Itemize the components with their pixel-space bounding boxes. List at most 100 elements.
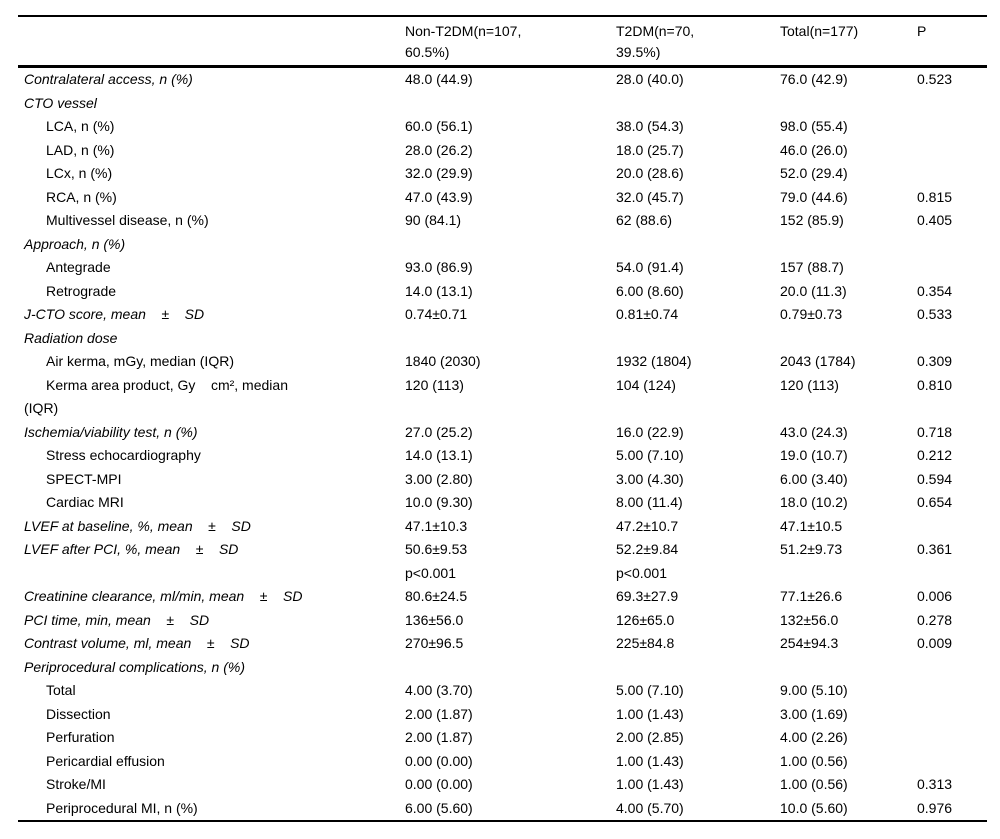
table-row: p<0.001 p<0.001 [18,562,987,586]
cell-t2dm: 54.0 (91.4) [616,259,684,275]
cell-total: 76.0 (42.9) [780,71,848,87]
table-row: Ischemia/viability test, n (%) 27.0 (25.2… [18,421,987,445]
cell-non_t2dm [405,233,616,257]
column-header-p-value: P [917,16,987,68]
cell-p: 0.654 [917,494,953,510]
cell-p: 0.309 [917,353,953,369]
cell-total: 254±94.3 [780,635,839,651]
cell-t2dm: 5.00 (7.10) [616,682,684,698]
cell-t2dm: 20.0 (28.6) [616,165,684,181]
row-label: Retrograde [46,282,117,299]
cell-total: 98.0 (55.4) [780,118,848,134]
cell-non_t2dm: 28.0 (26.2) [405,141,473,158]
table-row: Perfuration 2.00 (1.87) 2.00 (2.85) 4.00 (2… [18,726,987,750]
row-label: PCI time, min, mean ± SD [24,611,210,628]
cell-non_t2dm [405,327,616,351]
cell-p [917,562,987,586]
cell-t2dm: 6.00 (8.60) [616,282,684,299]
cell-p [917,703,987,727]
clinical-table-container: Non-T2DM(n=107, 60.5%) T2DM(n=70, 39.5%)… [18,15,987,822]
cell-total [780,656,917,680]
cell-p: 0.594 [917,470,953,487]
row-label: Kerma area product, Gy cm², median (IQR) [24,376,288,417]
cell-p: 0.815 [917,188,953,205]
row-label: LCA, n (%) [46,118,115,134]
cell-p: 0.006 [917,588,953,604]
cell-total: 10.0 (5.60) [780,799,848,816]
row-label: Air kerma, mGy, median (IQR) [46,353,234,369]
cell-total: 120 (113) [780,376,839,393]
cell-p: 0.361 [917,541,953,557]
column-header-t2dm: T2DM(n=70, 39.5%) [616,16,780,68]
cell-p: 0.718 [917,423,953,440]
cell-p: 0.523 [917,71,953,87]
row-label: CTO vessel [24,94,97,111]
cell-t2dm: 47.2±10.7 [616,517,679,534]
table-row: LAD, n (%) 28.0 (26.2) 18.0 (25.7) 46.0 (26… [18,139,987,163]
cell-total: 132±56.0 [780,611,839,628]
cell-t2dm: 16.0 (22.9) [616,423,684,440]
row-label: Pericardial effusion [46,752,165,769]
table-row: PCI time, min, mean ± SD 136±56.0 126±65.0… [18,609,987,633]
table-row: Antegrade 93.0 (86.9) 54.0 (91.4) 157 (88.7… [18,256,987,280]
column-header-total: Total(n=177) [780,16,917,68]
row-label: LAD, n (%) [46,141,115,158]
cell-non_t2dm: 48.0 (44.9) [405,71,473,87]
cell-t2dm: 1.00 (1.43) [616,752,684,769]
row-label: Cardiac MRI [46,494,124,510]
table-row: J-CTO score, mean ± SD 0.74±0.71 0.81±0.74… [18,303,987,327]
cell-p: 0.405 [917,212,953,228]
cell-total: 43.0 (24.3) [780,423,848,440]
cell-total: 3.00 (1.69) [780,705,848,722]
cell-total: 0.79±0.73 [780,306,843,322]
table-row: Multivessel disease, n (%) 90 (84.1) 62 (8… [18,209,987,233]
row-label: LVEF after PCI, %, mean ± SD [24,541,239,557]
row-label: Total [46,682,76,698]
cell-p [917,679,987,703]
cell-total: 79.0 (44.6) [780,188,848,205]
table-row: Stress echocardiography 14.0 (13.1) 5.00 (… [18,444,987,468]
cell-total: 51.2±9.73 [780,541,843,557]
table-row: Retrograde 14.0 (13.1) 6.00 (8.60) 20.0 (11… [18,280,987,304]
cell-total [780,92,917,116]
cell-non_t2dm: 0.00 (0.00) [405,752,473,769]
cell-total: 18.0 (10.2) [780,494,848,510]
cell-p: 0.009 [917,635,953,651]
row-label: Perfuration [46,729,115,745]
table-row: LCx, n (%) 32.0 (29.9) 20.0 (28.6) 52.0 (29… [18,162,987,186]
cell-non_t2dm [405,92,616,116]
cell-non_t2dm: 10.0 (9.30) [405,494,473,510]
row-label: LVEF at baseline, %, mean ± SD [24,517,251,534]
table-row: Air kerma, mGy, median (IQR) 1840 (2030) 1… [18,350,987,374]
cell-t2dm: 126±65.0 [616,611,675,628]
row-label: Dissection [46,705,111,722]
cell-non_t2dm: 3.00 (2.80) [405,470,473,487]
cell-non_t2dm: 136±56.0 [405,611,464,628]
table-row: LVEF at baseline, %, mean ± SD 47.1±10.3 4… [18,515,987,539]
table-header-row: Non-T2DM(n=107, 60.5%) T2DM(n=70, 39.5%)… [18,16,987,68]
cell-p [917,233,987,257]
table-row: Approach, n (%) [18,233,987,257]
table-row: LVEF after PCI, %, mean ± SD 50.6±9.53 52.… [18,538,987,562]
cell-t2dm: 8.00 (11.4) [616,494,683,510]
row-label: Periprocedural MI, n (%) [46,799,198,816]
cell-non_t2dm: 120 (113) [405,376,464,393]
row-label: Multivessel disease, n (%) [46,212,209,228]
cell-total: 157 (88.7) [780,259,844,275]
table-row: LCA, n (%) 60.0 (56.1) 38.0 (54.3) 98.0 (55… [18,115,987,139]
cell-non_t2dm: 32.0 (29.9) [405,165,473,181]
table-row: Dissection 2.00 (1.87) 1.00 (1.43) 3.00 (1.… [18,703,987,727]
cell-non_t2dm: 1840 (2030) [405,353,481,369]
table-row: SPECT-MPI 3.00 (2.80) 3.00 (4.30) 6.00 (3.4… [18,468,987,492]
cell-t2dm [616,656,780,680]
cell-t2dm [616,233,780,257]
cell-non_t2dm: 14.0 (13.1) [405,282,473,299]
cell-p [917,515,987,539]
cell-t2dm: 38.0 (54.3) [616,118,684,134]
cell-p: 0.976 [917,799,953,816]
cell-p [917,162,987,186]
cell-p [917,656,987,680]
cell-p [917,750,987,774]
cell-t2dm: 4.00 (5.70) [616,799,684,816]
table-row: Periprocedural MI, n (%) 6.00 (5.60) 4.00 … [18,797,987,822]
